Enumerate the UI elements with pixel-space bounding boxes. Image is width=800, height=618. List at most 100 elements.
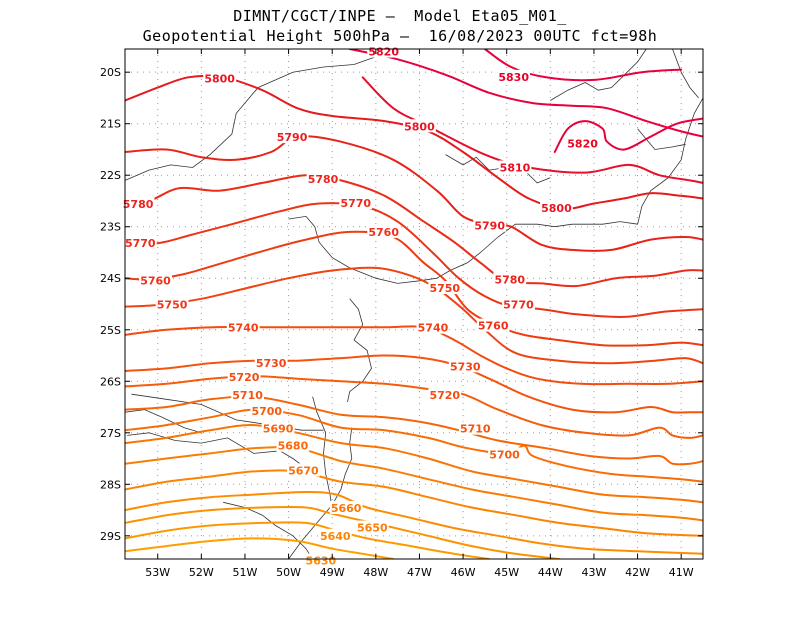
contour-label-bg — [275, 130, 309, 144]
contour-label-bg — [493, 272, 527, 286]
contour-label-bg — [203, 71, 237, 85]
contour-label: 5820 — [368, 46, 399, 59]
contour-label: 5640 — [320, 530, 351, 543]
y-tick-label: 24S — [100, 272, 121, 285]
y-tick-label: 28S — [100, 478, 121, 491]
x-tick-label: 46W — [451, 566, 476, 579]
contour-label: 5770 — [340, 197, 371, 210]
contour-label-bg — [329, 501, 363, 514]
contour-label: 5750 — [157, 299, 188, 312]
contour-label-bg — [304, 553, 338, 567]
contour-label: 5660 — [331, 502, 362, 515]
contour-label: 5720 — [229, 371, 260, 384]
contour-5830 — [483, 49, 683, 82]
coastlines — [125, 49, 703, 559]
contour-5770 — [125, 202, 703, 318]
contour-label: 5740 — [418, 322, 449, 335]
contour-label: 5800 — [204, 72, 235, 85]
contour-label-bg — [428, 388, 462, 402]
chart-title-line1: DIMNT/CGCT/INPE — Model Eta05_M01_ — [233, 7, 567, 25]
contour-label-bg — [339, 196, 373, 210]
chart-title-line2: Geopotential Height 500hPa — 16/08/2023 … — [142, 27, 658, 45]
x-tick-label: 44W — [538, 566, 563, 579]
coastline-segment — [127, 432, 311, 472]
contour-label: 5770 — [125, 237, 156, 250]
contour-label: 5790 — [277, 131, 308, 144]
x-tick-label: 50W — [276, 566, 301, 579]
contour-label-bg — [473, 218, 507, 232]
coastline-segment — [288, 427, 353, 559]
contour-label-bg — [155, 297, 189, 311]
contour-label: 5780 — [308, 173, 339, 186]
contour-label: 5810 — [500, 161, 531, 174]
contour-5720 — [125, 375, 703, 439]
contour-label: 5710 — [460, 423, 491, 436]
contour-5660 — [125, 491, 703, 555]
contour-label: 5830 — [498, 71, 529, 84]
coastline-segment — [672, 49, 699, 99]
contour-label-bg — [540, 201, 573, 215]
contour-label-bg — [306, 171, 340, 185]
contour-label: 5780 — [123, 198, 154, 211]
coastline-segment — [347, 339, 372, 402]
contour-label-bg — [502, 297, 535, 311]
coastline-segment — [131, 393, 324, 431]
x-tick-label: 45W — [494, 566, 519, 579]
contour-5750 — [125, 266, 703, 365]
axes: 53W 52W 51W 50W 49W 48W 47W 46W 45W 44W 43W 42W 41W 2… — [100, 49, 703, 579]
y-tick-label: 26S — [100, 375, 121, 388]
contour-label: 5700 — [489, 448, 520, 461]
y-tick-label: 27S — [100, 427, 121, 440]
coastline-segment — [436, 97, 703, 279]
contour-label: 5730 — [256, 357, 287, 370]
contour-label-bg — [476, 318, 510, 332]
contour-label-bg — [416, 320, 450, 334]
contour-label-bg — [261, 421, 295, 435]
contour-label-bg — [276, 438, 310, 452]
contour-label: 5760 — [140, 274, 171, 287]
x-tick-label: 52W — [189, 566, 214, 579]
contour-5740 — [125, 325, 703, 386]
y-tick-label: 29S — [100, 530, 121, 543]
y-tick-label: 22S — [100, 169, 121, 182]
contour-label-bg — [566, 136, 600, 150]
contour-label-bg — [497, 69, 531, 83]
coastline-segment — [637, 128, 686, 150]
contour-5690 — [125, 424, 703, 504]
x-tick-label: 47W — [407, 566, 432, 579]
contour-5800 — [125, 74, 703, 210]
x-tick-label: 41W — [669, 566, 694, 579]
plot-frame — [124, 48, 704, 560]
contour-label: 5630 — [306, 555, 337, 568]
contour-label: 5820 — [567, 137, 598, 150]
contour-label: 5780 — [494, 273, 525, 286]
contour-label: 5760 — [478, 320, 509, 333]
y-tick-label: 20S — [100, 66, 121, 79]
contour-label: 5760 — [368, 226, 399, 239]
contour-label-bg — [227, 370, 261, 384]
x-tick-label: 53W — [145, 566, 170, 579]
y-tick-label: 21S — [100, 118, 121, 131]
contour-5650 — [125, 505, 560, 559]
coastline-segment — [125, 409, 202, 434]
coastline-segment — [223, 501, 276, 526]
contour-5820 — [553, 117, 703, 153]
coastline-segment — [550, 49, 647, 101]
contour-label: 5800 — [541, 202, 572, 215]
contour-label: 5700 — [251, 405, 282, 418]
contour-label-bg — [226, 320, 260, 334]
contour-label-bg — [123, 236, 157, 250]
y-tick-label: 25S — [100, 324, 121, 337]
contour-label: 5770 — [503, 299, 534, 312]
contour-label: 5740 — [228, 322, 259, 335]
contour-label: 5730 — [450, 360, 481, 373]
contour-label-bg — [428, 281, 462, 295]
contour-5630 — [125, 537, 395, 559]
contour-label-bg — [254, 356, 288, 370]
contour-label: 5690 — [263, 423, 294, 436]
contour-label-bg — [367, 224, 401, 238]
contour-label-bg — [355, 520, 389, 534]
contour-label-bg — [488, 447, 521, 461]
